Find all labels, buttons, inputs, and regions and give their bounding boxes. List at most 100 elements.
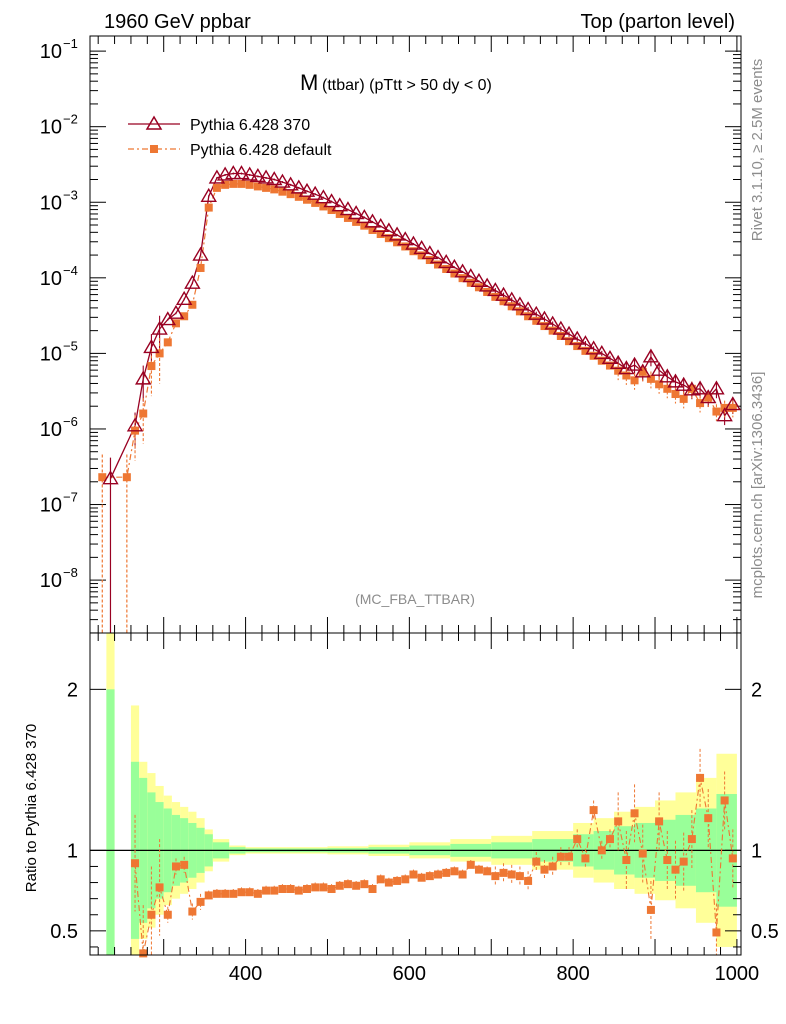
x-tick-label: 1000: [715, 963, 760, 985]
mc-point: [196, 263, 205, 272]
ratio-point: [212, 889, 221, 898]
mc-point: [573, 342, 582, 351]
ratio-point: [327, 884, 336, 893]
ref-point: [233, 165, 250, 180]
mc-point: [474, 283, 483, 292]
mc-point: [303, 195, 311, 204]
ref-point: [405, 235, 422, 250]
mc-point: [180, 312, 189, 321]
ref-point: [675, 376, 692, 391]
ref-point: [225, 165, 242, 180]
mc-point: [458, 274, 467, 283]
ref-point: [298, 182, 316, 197]
ratio-point: [163, 910, 172, 919]
ratio-point: [393, 876, 402, 885]
mc-point: [311, 198, 320, 207]
mc-point: [417, 251, 426, 260]
ref-point: [487, 282, 504, 297]
ref-point: [642, 348, 660, 363]
y-tick-exponent: −1: [63, 36, 78, 51]
ratio-point: [704, 814, 713, 823]
ratio-point: [466, 860, 475, 869]
mc-point: [712, 407, 721, 416]
y-tick-label: 10: [40, 419, 62, 441]
main-axis-ticks: 10−110−210−310−410−510−610−710−8: [40, 36, 741, 634]
mc-point: [294, 192, 303, 201]
y-tick-exponent: −3: [63, 187, 78, 202]
ratio-point: [335, 881, 344, 890]
mc-point: [188, 300, 197, 309]
ratio-point: [434, 870, 443, 879]
mc-point: [352, 217, 361, 226]
mc-point: [155, 349, 164, 358]
mc-point: [540, 322, 549, 331]
ref-point: [184, 274, 201, 289]
y-tick-label: 10: [40, 570, 62, 592]
mc-point: [704, 393, 713, 402]
mc-point: [212, 183, 221, 192]
ref-point: [691, 380, 709, 395]
ratio-y-tick-label-right: 1: [751, 840, 762, 862]
y-tick-exponent: −7: [63, 490, 78, 505]
ratio-point: [384, 878, 393, 887]
ref-point: [249, 167, 267, 183]
ref-point: [364, 213, 381, 228]
ref-point: [257, 169, 275, 184]
ratio-point: [286, 884, 295, 893]
ref-point: [315, 189, 332, 204]
mc-point: [499, 297, 508, 306]
ratio-point: [696, 773, 705, 782]
ratio-point: [155, 883, 164, 892]
ratio-point: [221, 889, 230, 898]
ref-point: [585, 340, 602, 355]
ratio-point: [556, 852, 565, 861]
ref-point: [511, 296, 529, 311]
mc-point: [548, 326, 557, 335]
ratio-point: [581, 854, 590, 863]
mc-point: [384, 234, 393, 243]
ref-point: [331, 197, 348, 212]
mc-point: [630, 376, 639, 385]
mc-point: [696, 399, 705, 408]
ref-line: [109, 172, 734, 479]
ref-point: [495, 286, 512, 301]
legend-mc-label: Pythia 6.428 default: [190, 142, 332, 159]
mc-point: [163, 338, 172, 347]
ratio-point: [245, 888, 254, 897]
ref-point: [126, 417, 144, 432]
y-tick-exponent: −6: [63, 414, 78, 429]
x-tick-label: 400: [229, 963, 262, 985]
ref-point: [274, 173, 291, 188]
mc-point: [343, 213, 352, 222]
ratio-point: [646, 905, 655, 914]
ratio-y-tick-label-right: 0.5: [751, 921, 779, 943]
mc-point: [589, 351, 598, 360]
ratio-point: [728, 854, 737, 863]
mc-point: [679, 394, 688, 403]
mc-point: [434, 260, 443, 269]
mc-point: [655, 380, 664, 389]
mc-point: [286, 190, 295, 199]
ref-point: [102, 470, 119, 485]
mc-point: [663, 384, 672, 393]
ratio-axis-ticks: 0.5 0.5 1 1 2 2: [50, 633, 779, 955]
ref-point: [593, 345, 611, 360]
mc-point: [728, 403, 737, 412]
ratio-point: [319, 883, 328, 892]
ratio-point: [425, 872, 434, 881]
ref-point: [380, 222, 398, 237]
plot-title-sub: (ttbar) (pTtt > 50 dy < 0): [322, 77, 492, 94]
y-tick-label: 10: [40, 192, 62, 214]
ratio-point: [712, 928, 721, 937]
legend-mc-marker: [150, 145, 158, 153]
main-series: [98, 165, 742, 633]
ratio-point: [548, 862, 557, 871]
mc-point: [671, 390, 680, 399]
mc-point: [401, 242, 410, 251]
ref-point: [552, 320, 570, 335]
mc-point: [466, 278, 475, 287]
y-tick-label: 10: [40, 343, 62, 365]
ratio-point: [253, 889, 262, 898]
ref-point: [724, 396, 742, 411]
mc-point: [327, 205, 336, 214]
